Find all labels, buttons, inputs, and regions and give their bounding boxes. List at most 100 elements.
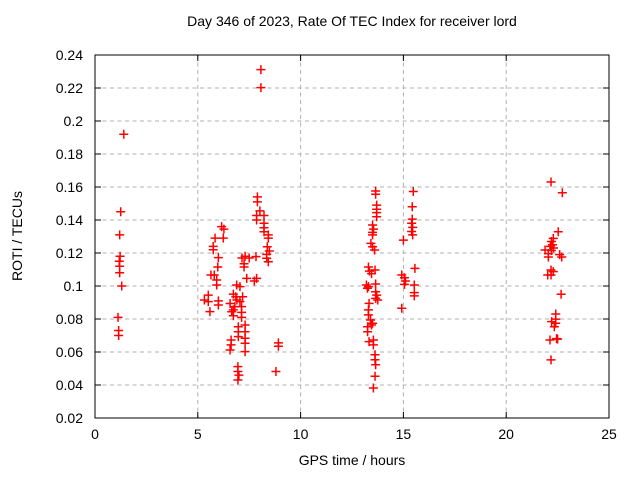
data-point xyxy=(259,211,269,221)
data-point xyxy=(368,230,378,240)
data-point xyxy=(409,280,419,290)
data-point xyxy=(553,334,563,344)
data-point xyxy=(256,83,266,93)
data-point xyxy=(115,251,125,261)
data-point xyxy=(545,335,555,345)
data-point xyxy=(367,320,377,330)
data-point xyxy=(399,279,409,289)
data-point xyxy=(210,233,220,243)
data-point xyxy=(240,251,250,261)
plot-border xyxy=(94,54,610,419)
data-point xyxy=(238,292,248,302)
data-point xyxy=(235,282,245,292)
data-point xyxy=(218,233,228,243)
data-point xyxy=(213,262,223,272)
chart-title: Day 346 of 2023, Rate Of TEC Index for r… xyxy=(187,13,517,29)
series-roti xyxy=(113,65,567,393)
x-tick-label: 5 xyxy=(193,426,202,442)
data-point xyxy=(543,252,553,262)
data-point xyxy=(235,297,245,307)
data-point xyxy=(242,273,252,283)
data-point xyxy=(555,250,565,260)
data-point xyxy=(199,295,209,305)
data-point xyxy=(262,242,272,252)
data-point xyxy=(372,212,382,222)
data-point xyxy=(233,375,243,385)
x-tick-label: 0 xyxy=(91,426,99,442)
data-point xyxy=(367,269,377,279)
data-point xyxy=(557,252,567,262)
x-tick-label: 15 xyxy=(395,426,412,442)
data-point xyxy=(240,347,250,357)
data-point xyxy=(239,262,249,272)
data-point xyxy=(213,253,223,263)
data-point xyxy=(543,270,553,280)
data-point xyxy=(252,197,262,207)
data-point xyxy=(408,230,418,240)
data-point xyxy=(371,360,381,370)
y-axis-label: ROTI / TECUs xyxy=(9,191,25,281)
data-point xyxy=(119,129,129,139)
y-tick-label: 0.24 xyxy=(55,47,83,63)
data-point xyxy=(557,188,567,198)
data-point xyxy=(213,300,223,310)
data-point xyxy=(249,276,259,286)
data-point xyxy=(371,279,381,289)
data-point xyxy=(115,230,125,240)
data-point xyxy=(237,312,247,322)
x-tick-label: 10 xyxy=(292,426,309,442)
data-point xyxy=(547,317,557,327)
x-tick-label: 20 xyxy=(498,426,514,442)
data-point xyxy=(116,207,126,217)
data-point xyxy=(234,370,244,380)
y-tick-label: 0.22 xyxy=(55,80,83,96)
data-point xyxy=(226,340,236,350)
x-axis-label: GPS time / hours xyxy=(298,452,406,468)
data-point xyxy=(407,202,417,212)
data-point xyxy=(225,345,235,355)
data-point xyxy=(556,289,566,299)
data-point xyxy=(273,341,283,351)
y-tick-label: 0.2 xyxy=(63,113,83,129)
data-point xyxy=(227,307,237,317)
data-point xyxy=(208,245,218,255)
data-point xyxy=(370,371,380,381)
data-point xyxy=(263,233,273,243)
data-point xyxy=(219,224,229,234)
data-point xyxy=(244,253,254,263)
data-point xyxy=(113,312,123,322)
y-tick-label: 0.12 xyxy=(55,245,83,261)
data-point xyxy=(546,355,556,365)
y-tick-label: 0.04 xyxy=(55,377,83,393)
data-point xyxy=(252,215,262,225)
data-point xyxy=(205,307,215,317)
y-tick-label: 0.18 xyxy=(55,146,83,162)
data-point xyxy=(368,340,378,350)
data-point xyxy=(228,311,238,321)
data-point xyxy=(546,177,556,187)
y-tick-label: 0.02 xyxy=(55,410,83,426)
data-point xyxy=(368,383,378,393)
data-point xyxy=(263,257,273,267)
data-point xyxy=(363,282,373,292)
data-point xyxy=(408,186,418,196)
data-point xyxy=(410,263,420,273)
data-point xyxy=(397,303,407,313)
data-point xyxy=(363,262,373,272)
data-point xyxy=(115,268,125,278)
data-point xyxy=(371,293,381,303)
data-point xyxy=(114,331,124,340)
data-point xyxy=(255,206,265,216)
data-point xyxy=(212,280,222,290)
data-point xyxy=(373,295,383,305)
data-point xyxy=(225,298,235,308)
y-tick-label: 0.16 xyxy=(55,179,83,195)
data-point xyxy=(362,283,372,293)
data-point xyxy=(549,322,559,332)
data-point xyxy=(368,318,378,328)
data-point xyxy=(256,65,266,75)
y-tick-label: 0.14 xyxy=(55,212,83,228)
data-point xyxy=(371,189,381,199)
